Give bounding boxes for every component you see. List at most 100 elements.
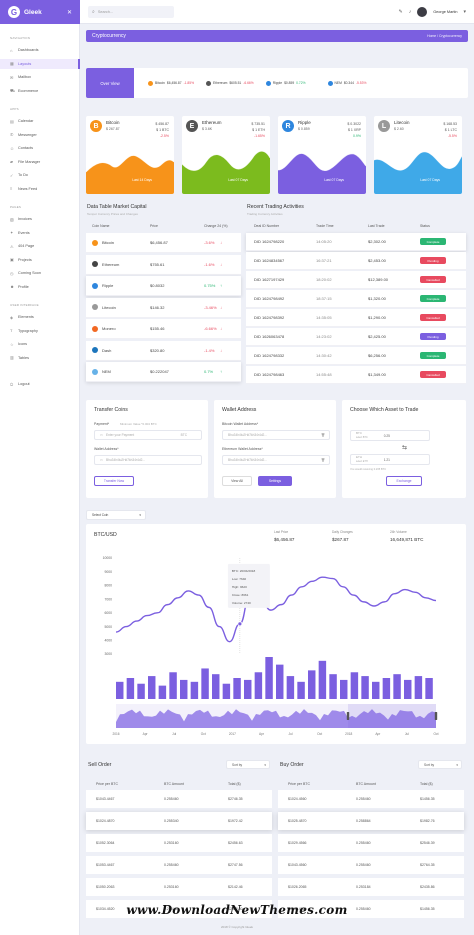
column-header[interactable]: Total ($) (228, 782, 241, 786)
price-chart[interactable]: 10000 9000 8000 7000 6000 5000 4000 3000 BTC: 20… (86, 524, 466, 744)
volume-bar[interactable] (414, 676, 423, 699)
sidebar-item-icons[interactable]: ☆ Icons (0, 339, 80, 349)
volume-bar[interactable] (222, 683, 231, 699)
order-row[interactable]: $1052.3064 0.253160 $2456.63 (86, 834, 272, 852)
volume-bar[interactable] (372, 681, 380, 699)
column-header[interactable]: Status (420, 224, 430, 228)
volume-bar[interactable] (308, 670, 316, 699)
table-row[interactable]: DID 1624798463 14:55:48 $1,349.00 Cancelled (246, 366, 466, 384)
sidebar-item-404-page[interactable]: ⚠ 404 Page (0, 241, 80, 251)
sidebar-item-file-manager[interactable]: ▰ File Manager (0, 157, 80, 167)
ticker-item[interactable]: Ripple $0.859 0.72% (265, 80, 306, 86)
volume-bar[interactable] (361, 676, 369, 699)
order-row[interactable]: $1034.4520 0.255460 $2432.50 (86, 900, 272, 918)
column-header[interactable]: BTC Amount (356, 782, 376, 786)
sidebar-item-layouts[interactable]: ▦ Layouts (0, 58, 80, 69)
ticker-item[interactable]: Bitcoin $6,456.87 -1.85% (148, 80, 194, 86)
status-badge[interactable]: Cancelled (420, 314, 446, 321)
table-row[interactable]: Ripple $0.8032 0.75% ↑ (86, 276, 241, 296)
sidebar-item-coming-soon[interactable]: ◷ Coming Soon (0, 268, 80, 278)
from-amount-input[interactable]: BTC select BTC 0.25 (350, 430, 430, 441)
ticker-item[interactable]: Ethereum $605.51 -6.66% (206, 80, 254, 86)
column-header[interactable]: Coin Name (92, 224, 110, 228)
brand[interactable]: G Gleek ✕ (0, 0, 80, 24)
table-row[interactable]: Monero $155.46 -6.66% ↓ (86, 319, 241, 339)
volume-bar[interactable] (329, 674, 337, 699)
order-row[interactable]: $1034.4560 0.255460 $1456.35 (278, 900, 464, 918)
notes-icon[interactable]: ✎ (398, 8, 403, 15)
volume-bar[interactable] (158, 685, 167, 699)
sidebar-item-elements[interactable]: ◈ Elements (0, 312, 80, 322)
volume-bar[interactable] (212, 674, 220, 699)
volume-bar[interactable] (233, 678, 241, 699)
order-row[interactable]: $1043.4467 0.255460 $2746.35 (86, 790, 272, 808)
sidebar-item-profile[interactable]: ☻ Profile (0, 282, 80, 292)
sidebar-item-contacts[interactable]: ☺ Contacts (0, 143, 80, 153)
table-row[interactable]: DID 1624798392 14:35:05 $1,290.00 Cancelled (246, 309, 466, 327)
volume-bar[interactable] (244, 679, 252, 699)
volume-bar[interactable] (393, 674, 401, 699)
column-header[interactable]: BTC Amount (164, 782, 184, 786)
status-badge[interactable]: Complete (420, 295, 446, 302)
sidebar-item-typography[interactable]: T Typography (0, 326, 80, 336)
sidebar-item-ecommerce[interactable]: ⛟ Ecommerce (0, 86, 80, 96)
volume-bar[interactable] (350, 672, 359, 699)
order-row[interactable]: $1025.4870 0.258864 $1982.76 (278, 812, 464, 830)
status-badge[interactable]: Cancelled (420, 276, 446, 283)
volume-bar[interactable] (137, 683, 145, 699)
volume-bar[interactable] (286, 676, 295, 699)
table-row[interactable]: NEM $0.222047 0.7% ↑ (86, 362, 241, 382)
column-header[interactable]: Price per BTC (288, 782, 310, 786)
settings-button[interactable]: Settings (258, 476, 292, 486)
status-badge[interactable]: Pending (420, 333, 446, 340)
wallet-input[interactable]: ▭ Bhu34h4tu2Hd7kh34r4d2... (94, 455, 202, 465)
volume-bar[interactable] (276, 664, 284, 699)
navigator-window[interactable] (348, 704, 436, 728)
trash-icon[interactable]: 🗑 (320, 433, 325, 437)
overview-button[interactable]: Over View (86, 68, 134, 98)
status-badge[interactable]: Complete (420, 352, 446, 359)
sidebar-item-calendar[interactable]: ▤ Calendar (0, 116, 80, 126)
table-row[interactable]: Dash $320.80 -1.4% ↓ (86, 340, 241, 361)
table-row[interactable]: DID 1624798220 14:05:20 $2,302.00 Complete (246, 233, 466, 251)
btc-wallet-input[interactable]: Bhu34h4tu2Hd7kh34r4d2... 🗑 (222, 430, 330, 440)
view-all-button[interactable]: View All (222, 476, 252, 486)
column-header[interactable]: Price per BTC (96, 782, 118, 786)
sidebar-item-tables[interactable]: ▥ Tables (0, 353, 80, 363)
coin-card-bitcoin[interactable]: B Bitcoin $ 267.87 $ 456.87 $ 1 BTC -2.5% Last… (86, 116, 174, 194)
collapse-sidebar-icon[interactable]: ✕ (66, 9, 72, 16)
column-header[interactable]: Last Trade (368, 224, 385, 228)
hover-point[interactable] (237, 621, 243, 627)
sidebar-item-to-do[interactable]: ✓ To Do (0, 170, 80, 180)
coin-card-litecoin[interactable]: L Litecoin $ 2.60 $ 168.53 $ 1 LTC -5.5% Last … (374, 116, 462, 194)
price-series-line[interactable] (115, 576, 437, 643)
volume-bar[interactable] (404, 679, 412, 699)
payment-unit[interactable]: BTC (180, 433, 187, 437)
navigator-handle[interactable] (434, 712, 438, 720)
table-row[interactable]: DID 1627197429 18:20:02 $12,389.00 Cancelle… (246, 271, 466, 289)
status-badge[interactable]: Pending (420, 257, 446, 264)
volume-bar[interactable] (201, 668, 209, 699)
status-badge[interactable]: Cancelled (420, 371, 446, 378)
order-row[interactable]: $1053.4467 0.255460 $2747.56 (86, 856, 272, 874)
chevron-down-icon[interactable]: ▾ (463, 8, 466, 15)
volume-bar[interactable] (254, 672, 263, 699)
volume-bar[interactable] (297, 681, 305, 699)
trash-icon[interactable]: 🗑 (320, 458, 325, 462)
volume-bar[interactable] (190, 681, 199, 699)
to-amount-input[interactable]: ETH select ETH 1.21 (350, 454, 430, 465)
swap-icon[interactable]: ⇆ (402, 445, 408, 451)
sort-dropdown[interactable]: Sort by ▾ (418, 760, 462, 769)
search-input[interactable]: ⌕ Search... (88, 5, 174, 18)
order-row[interactable]: $1026.2065 0.253184 $2435.86 (278, 878, 464, 896)
volume-bar[interactable] (169, 672, 177, 699)
volume-bar[interactable] (116, 681, 124, 699)
table-row[interactable]: Bitcoin $6,456.87 -3.6% ↓ (86, 233, 241, 253)
volume-bar[interactable] (126, 678, 135, 699)
volume-bar[interactable] (382, 678, 391, 699)
avatar[interactable] (417, 6, 428, 17)
ticker-item[interactable]: NEM $0.344 -5.53% (327, 80, 366, 86)
breadcrumb[interactable]: Home / Cryptocurrency (427, 34, 462, 38)
order-row[interactable]: $1043.4560 0.255460 $2764.35 (278, 856, 464, 874)
exchange-button[interactable]: Exchange (386, 476, 422, 486)
